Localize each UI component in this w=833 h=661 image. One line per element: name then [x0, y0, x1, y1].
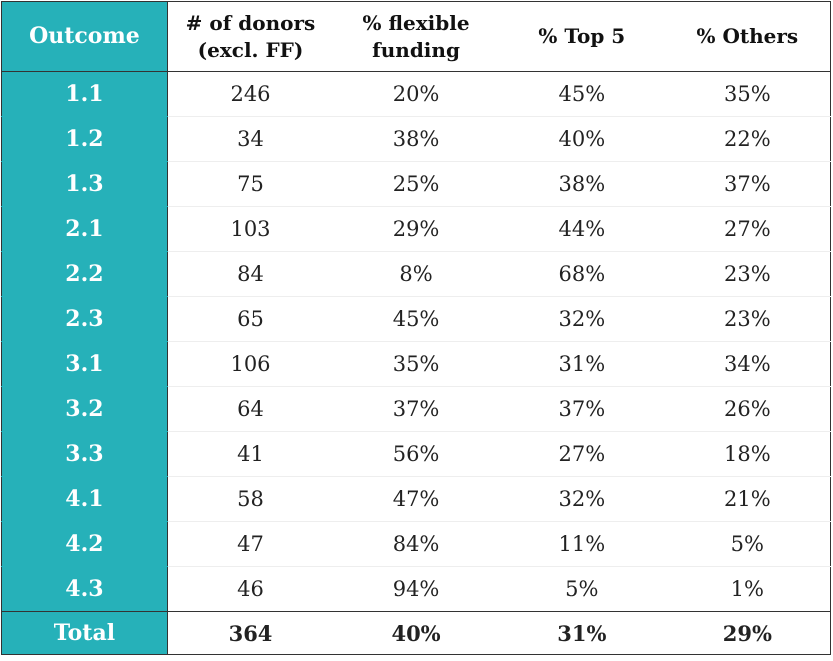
total-donors: 364	[167, 611, 334, 655]
top5-cell: 32%	[498, 476, 665, 522]
table-row: 3.3 41 56% 27% 18%	[1, 431, 831, 477]
donors-cell: 47	[167, 521, 334, 567]
header-row: Outcome # of donors (excl. FF) % flexible…	[1, 1, 831, 72]
flexible-funding-cell: 20%	[333, 71, 499, 117]
table-row: 2.2 84 8% 68% 23%	[1, 251, 831, 297]
header-donors: # of donors (excl. FF)	[167, 1, 334, 72]
table-row: 4.3 46 94% 5% 1%	[1, 566, 831, 612]
outcome-cell: 1.2	[1, 116, 168, 162]
top5-cell: 37%	[498, 386, 665, 432]
flexible-funding-cell: 8%	[333, 251, 499, 297]
donors-cell: 46	[237, 577, 264, 601]
header-others: % Others	[664, 1, 831, 72]
outcome-cell: 3.1	[1, 341, 168, 387]
top5-cell: 11%	[498, 521, 665, 567]
outcome-cell: 4.3	[1, 566, 168, 612]
others-cell: 5%	[664, 521, 831, 567]
donors-cell: 34	[167, 116, 334, 162]
others-cell: 18%	[664, 431, 831, 477]
table-row: 4.1 58 47% 32% 21%	[1, 476, 831, 522]
outcome-cell: 2.2	[1, 251, 168, 297]
outcome-cell: 3.2	[1, 386, 168, 432]
outcome-cell: 4.1	[1, 476, 168, 522]
flexible-funding-cell: 25%	[333, 161, 499, 207]
flexible-funding-cell: 29%	[333, 206, 499, 252]
others-cell: 26%	[664, 386, 831, 432]
flexible-funding-cell: 47%	[333, 476, 499, 522]
header-outcome: Outcome	[1, 1, 168, 72]
table-row: 3.1 106 35% 31% 34%	[1, 341, 831, 387]
others-cell: 22%	[664, 116, 831, 162]
others-cell: 27%	[664, 206, 831, 252]
table-row: 3.2 64 37% 37% 26%	[1, 386, 831, 432]
others-cell: 21%	[664, 476, 831, 522]
top5-cell: 45%	[498, 71, 665, 117]
donors-cell: 106	[167, 341, 334, 387]
table-row: 2.3 65 45% 32% 23%	[1, 296, 831, 342]
donors-cell: 103	[167, 206, 334, 252]
top5-cell: 31%	[498, 341, 665, 387]
top5-cell: 32%	[498, 296, 665, 342]
top5-cell: 38%	[498, 161, 665, 207]
others-cell: 1%	[730, 577, 764, 601]
donors-cell: 75	[167, 161, 334, 207]
flexible-funding-cell: 35%	[333, 341, 499, 387]
outcome-cell: 1.3	[1, 161, 168, 207]
outcome-cell: 2.3	[1, 296, 168, 342]
outcome-cell: 2.1	[1, 206, 168, 252]
donors-cell: 64	[167, 386, 334, 432]
others-cell: 35%	[664, 71, 831, 117]
flexible-funding-cell: 56%	[333, 431, 499, 477]
others-cell: 37%	[664, 161, 831, 207]
top5-cell: 40%	[498, 116, 665, 162]
others-cell: 34%	[664, 341, 831, 387]
others-cell: 23%	[664, 251, 831, 297]
flexible-funding-cell: 45%	[333, 296, 499, 342]
donors-cell: 58	[167, 476, 334, 522]
donors-cell: 41	[167, 431, 334, 477]
top5-cell: 44%	[498, 206, 665, 252]
flexible-funding-cell: 37%	[333, 386, 499, 432]
others-cell: 23%	[664, 296, 831, 342]
table-body: 1.1 246 20% 45% 35% 1.2 34 38% 40% 22% 1.3 75 25% 38%…	[1, 71, 831, 612]
total-others: 29%	[664, 611, 831, 655]
total-top5: 31%	[498, 611, 665, 655]
top5-cell: 5%	[565, 577, 599, 601]
table-row: 1.1 246 20% 45% 35%	[1, 71, 831, 117]
total-row: Total 364 40% 31% 29%	[1, 611, 831, 655]
outcome-cell: 1.1	[1, 71, 168, 117]
header-top5: % Top 5	[498, 1, 665, 72]
header-flexible-funding: % flexible funding	[333, 1, 499, 72]
flexible-funding-cell: 94%	[392, 577, 440, 601]
total-flexible-funding: 40%	[333, 611, 499, 655]
outcome-cell: 3.3	[1, 431, 168, 477]
top5-cell: 27%	[498, 431, 665, 477]
top5-cell: 68%	[498, 251, 665, 297]
table-row: 2.1 103 29% 44% 27%	[1, 206, 831, 252]
flexible-funding-cell: 84%	[333, 521, 499, 567]
flexible-funding-cell: 38%	[333, 116, 499, 162]
table-row: 4.2 47 84% 11% 5%	[1, 521, 831, 567]
donors-cell: 65	[167, 296, 334, 342]
table-row: 1.2 34 38% 40% 22%	[1, 116, 831, 162]
donors-cell: 84	[167, 251, 334, 297]
total-label: Total	[1, 611, 168, 655]
table-row: 1.3 75 25% 38% 37%	[1, 161, 831, 207]
donors-cell: 246	[167, 71, 334, 117]
outcome-cell: 4.2	[1, 521, 168, 567]
